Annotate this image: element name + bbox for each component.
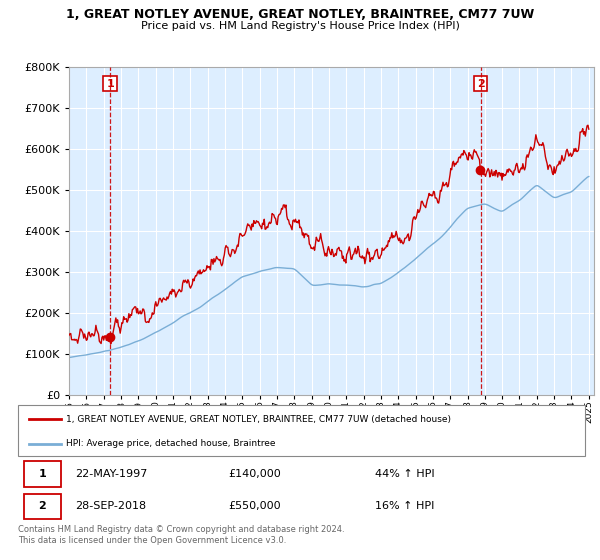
Text: £140,000: £140,000 <box>228 469 281 479</box>
Text: £550,000: £550,000 <box>228 501 280 511</box>
FancyBboxPatch shape <box>23 494 61 519</box>
Text: 2: 2 <box>38 501 46 511</box>
Text: 1: 1 <box>106 78 114 88</box>
Text: 16% ↑ HPI: 16% ↑ HPI <box>375 501 434 511</box>
Text: 1: 1 <box>38 469 46 479</box>
Text: Price paid vs. HM Land Registry's House Price Index (HPI): Price paid vs. HM Land Registry's House … <box>140 21 460 31</box>
Text: 22-MAY-1997: 22-MAY-1997 <box>75 469 147 479</box>
Text: 2: 2 <box>476 78 484 88</box>
FancyBboxPatch shape <box>18 405 585 456</box>
Text: 1, GREAT NOTLEY AVENUE, GREAT NOTLEY, BRAINTREE, CM77 7UW (detached house): 1, GREAT NOTLEY AVENUE, GREAT NOTLEY, BR… <box>66 415 451 424</box>
Text: HPI: Average price, detached house, Braintree: HPI: Average price, detached house, Brai… <box>66 439 275 448</box>
Text: 1, GREAT NOTLEY AVENUE, GREAT NOTLEY, BRAINTREE, CM77 7UW: 1, GREAT NOTLEY AVENUE, GREAT NOTLEY, BR… <box>66 8 534 21</box>
FancyBboxPatch shape <box>23 461 61 487</box>
Text: Contains HM Land Registry data © Crown copyright and database right 2024.
This d: Contains HM Land Registry data © Crown c… <box>18 525 344 545</box>
Text: 44% ↑ HPI: 44% ↑ HPI <box>375 469 435 479</box>
Text: 28-SEP-2018: 28-SEP-2018 <box>75 501 146 511</box>
